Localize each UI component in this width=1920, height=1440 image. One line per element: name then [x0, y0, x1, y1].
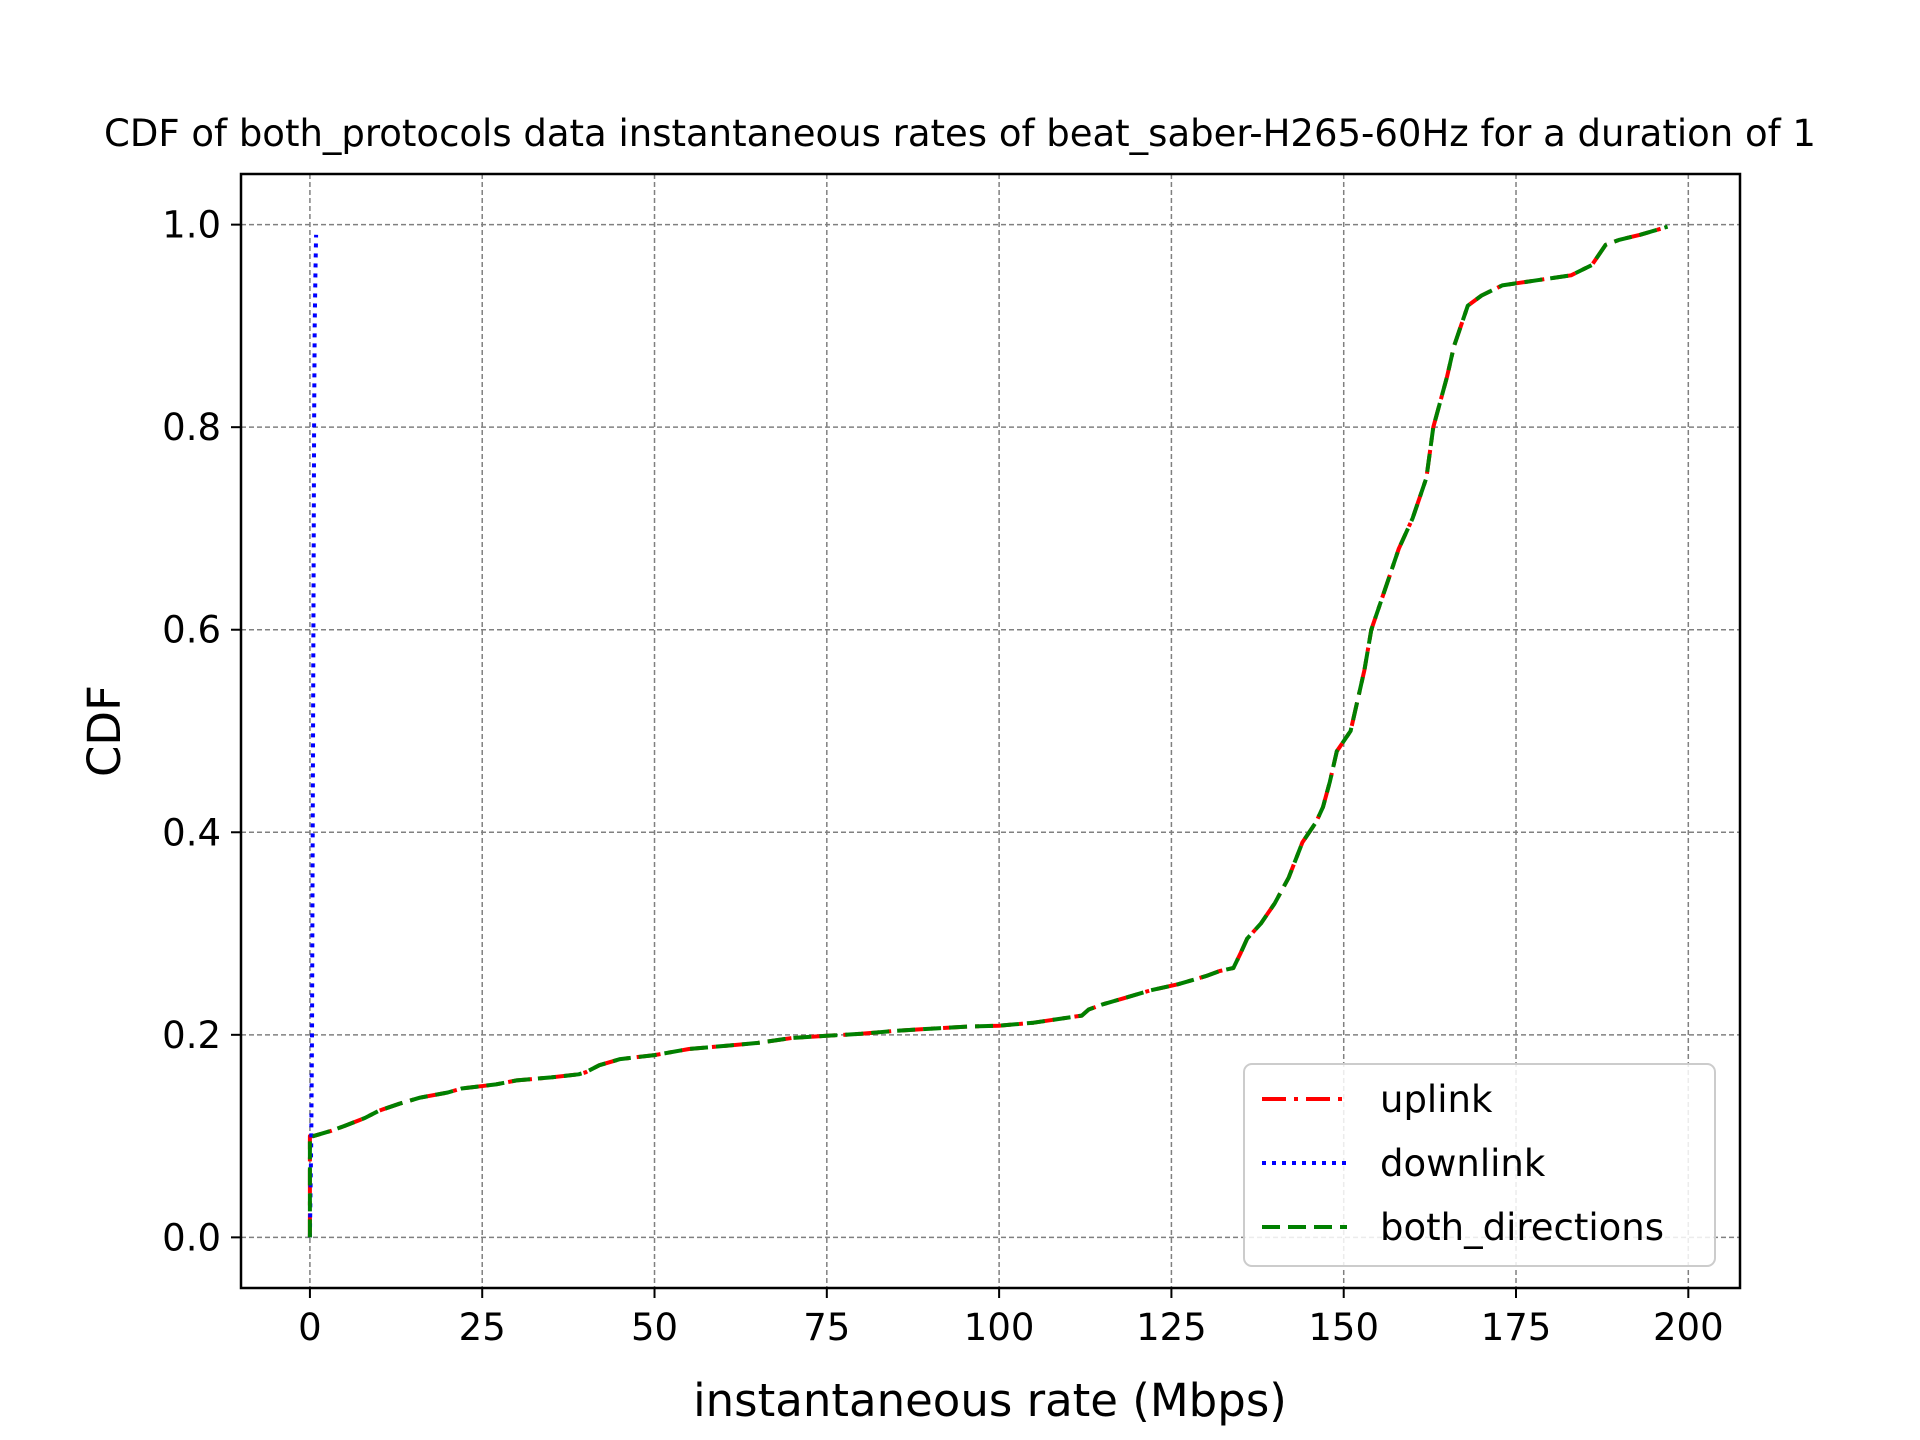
chart-title: CDF of both_protocols data instantaneous… — [104, 112, 1816, 155]
x-tick-label: 75 — [803, 1306, 850, 1349]
y-tick-label: 0.4 — [162, 811, 221, 854]
y-axis-label: CDF — [78, 685, 131, 777]
legend-label-both-directions: both_directions — [1380, 1206, 1664, 1249]
y-tick-label: 0.6 — [162, 609, 221, 652]
y-tick-label: 1.0 — [162, 204, 221, 247]
x-tick-label: 50 — [631, 1306, 678, 1349]
y-tick-label: 0.0 — [162, 1216, 221, 1259]
plot-frame — [239, 172, 1742, 1290]
x-tick-label: 25 — [459, 1306, 506, 1349]
x-tick-label: 0 — [298, 1306, 322, 1349]
x-tick-label: 125 — [1136, 1306, 1207, 1349]
y-tick-label: 0.2 — [162, 1014, 221, 1057]
x-tick-label: 200 — [1653, 1306, 1724, 1349]
x-tick-label: 150 — [1308, 1306, 1379, 1349]
legend-box — [1243, 1063, 1716, 1267]
tick-layer: 0 25 50 75 100 125 150 175 200 0.0 0.2 0.4 0.6 0.8 1.0 — [162, 204, 1723, 1349]
x-tick-label: 100 — [964, 1306, 1035, 1349]
series-line-both-directions — [307, 224, 1669, 1238]
series-layer — [307, 224, 1669, 1238]
x-tick-label: 175 — [1481, 1306, 1552, 1349]
series-line-uplink — [307, 224, 1669, 1238]
x-axis-label: instantaneous rate (Mbps) — [693, 1374, 1287, 1427]
legend-label-uplink: uplink — [1380, 1078, 1493, 1121]
legend: uplink downlink both_directions — [1243, 1063, 1716, 1267]
legend-label-downlink: downlink — [1380, 1142, 1546, 1185]
y-tick-label: 0.8 — [162, 406, 221, 449]
